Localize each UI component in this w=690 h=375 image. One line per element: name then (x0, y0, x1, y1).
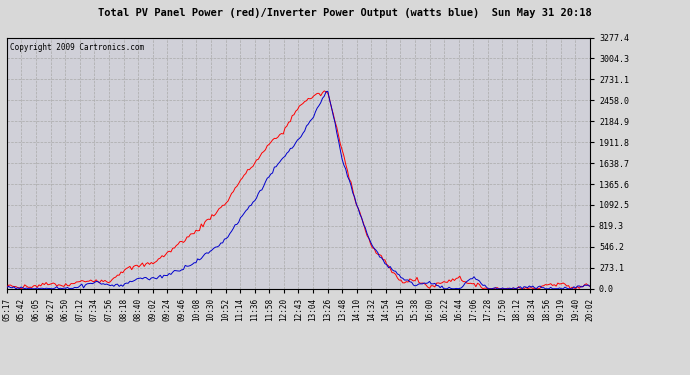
Text: Copyright 2009 Cartronics.com: Copyright 2009 Cartronics.com (10, 42, 144, 51)
Text: Total PV Panel Power (red)/Inverter Power Output (watts blue)  Sun May 31 20:18: Total PV Panel Power (red)/Inverter Powe… (98, 8, 592, 18)
